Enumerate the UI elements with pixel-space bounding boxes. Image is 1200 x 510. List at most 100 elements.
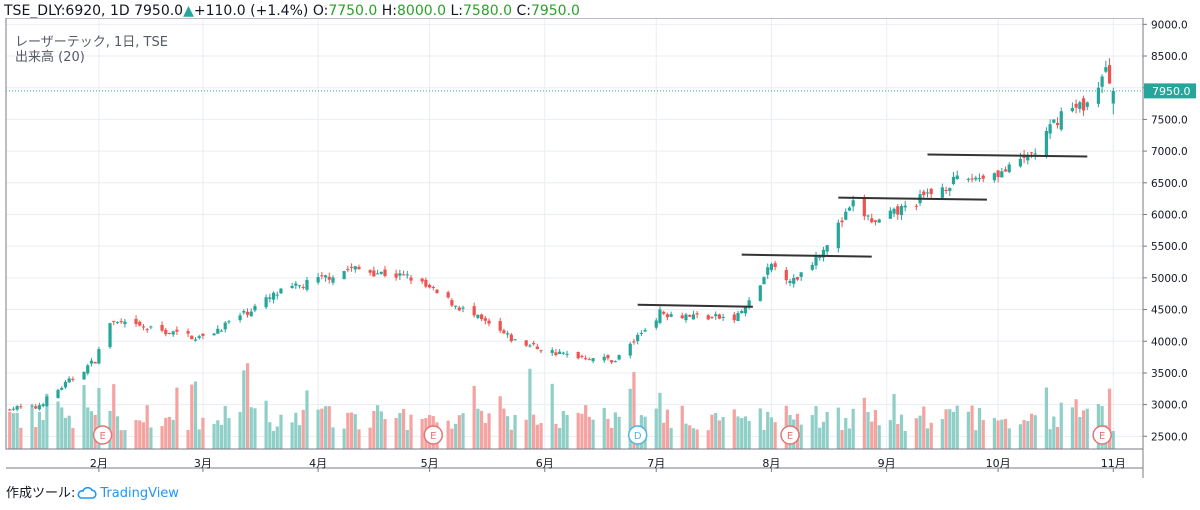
trend-line[interactable]	[838, 196, 987, 201]
current-price-badge	[1144, 83, 1196, 99]
volume-bar	[82, 385, 86, 449]
earnings-marker[interactable]	[92, 425, 113, 445]
candle-body	[896, 206, 900, 215]
dividend-marker[interactable]	[627, 425, 648, 445]
candle-body	[873, 220, 878, 222]
candle-body	[554, 352, 558, 356]
candle-body	[613, 361, 617, 363]
volume-bar	[565, 414, 569, 449]
close-value: 7950.0	[530, 3, 580, 19]
volume-bar	[331, 427, 335, 449]
candle-body	[212, 333, 216, 336]
trend-lines[interactable]	[637, 153, 1088, 308]
candle-body	[487, 320, 491, 324]
volume-bar	[268, 422, 272, 449]
symbol-name[interactable]: TSE_DLY:6920, 1D	[4, 3, 130, 19]
candle-body	[639, 332, 643, 334]
candle-body	[658, 309, 662, 323]
volume-bar	[714, 413, 718, 449]
candle-body	[119, 321, 123, 323]
volume-bar	[710, 414, 714, 449]
candle-body	[297, 285, 302, 287]
candle-body	[758, 285, 762, 302]
volume-bar	[628, 388, 632, 449]
footer: 作成ツール: TradingView	[6, 485, 179, 505]
trend-line[interactable]	[927, 153, 1088, 158]
volume-bar	[186, 430, 190, 449]
tradingview-link[interactable]: TradingView	[100, 486, 179, 501]
candle-body	[472, 306, 476, 316]
volume-bar	[41, 420, 45, 449]
candle-body	[63, 381, 68, 388]
candle-body	[1044, 131, 1048, 157]
volume-bar	[762, 429, 766, 449]
earnings-marker[interactable]	[1092, 425, 1112, 445]
volume-bar	[271, 430, 276, 449]
time-tick-label: 4月	[309, 457, 327, 470]
volume-bar	[1044, 387, 1048, 449]
candle-body	[714, 314, 718, 317]
volume-bar	[506, 416, 510, 449]
candle-body	[922, 191, 926, 196]
candle-body	[435, 289, 439, 294]
time-tick-label: 3月	[194, 457, 212, 470]
time-axis[interactable]: 2月 3月 4月 5月 6月 7月 8月 9月 10月 11月	[90, 457, 1126, 472]
candle-body	[506, 333, 510, 335]
price-axis[interactable]: 9000.08500.08000.07500.07000.06500.06000…	[1143, 19, 1188, 443]
candle-body	[814, 256, 818, 266]
volume-bar	[461, 413, 465, 449]
candle-body	[227, 321, 231, 323]
candle-body	[743, 306, 748, 314]
volume-bar	[892, 393, 896, 449]
candle-body	[197, 336, 201, 339]
trend-line[interactable]	[741, 253, 872, 258]
volume-bar	[966, 411, 970, 449]
candle-body	[851, 200, 855, 207]
price-tick-label: 5000.0	[1151, 273, 1188, 285]
volume-bar	[175, 387, 179, 449]
candle-body	[368, 270, 372, 273]
volume-bar	[383, 419, 387, 449]
volume-bar	[294, 412, 298, 449]
volume-bar	[197, 429, 201, 449]
candle-body	[580, 356, 584, 358]
price-tick-label: 6000.0	[1151, 209, 1188, 221]
volume-bar	[665, 409, 669, 449]
earnings-marker[interactable]	[423, 425, 444, 445]
current-price-value: 7950.0	[1152, 85, 1191, 98]
candle-body	[294, 283, 298, 286]
volume-bar	[487, 413, 491, 449]
candle-body	[190, 335, 194, 340]
volume-bar	[45, 393, 49, 449]
plot-area[interactable]	[6, 18, 1143, 449]
volume-bar	[888, 420, 892, 449]
price-tick-label: 4500.0	[1151, 305, 1188, 317]
candle-body	[420, 278, 424, 282]
volume-bar	[814, 406, 818, 449]
volume-bar	[873, 409, 878, 449]
candle-body	[632, 341, 636, 343]
volume-bar	[591, 419, 595, 449]
volume-bar	[112, 384, 116, 449]
earnings-marker[interactable]	[780, 425, 800, 445]
candle-body	[446, 292, 450, 298]
volume-bar	[877, 425, 881, 449]
volume-bar	[509, 429, 513, 449]
candle-body	[398, 273, 402, 276]
candle-body	[8, 409, 12, 411]
legend-title: レーザーテック, 1日, TSE	[15, 35, 168, 50]
candle-body	[818, 256, 822, 258]
volume-bar	[297, 425, 302, 449]
candle-body	[944, 189, 948, 191]
volume-bar	[769, 417, 774, 449]
candle-body	[115, 322, 120, 324]
candle-body	[584, 358, 588, 360]
candle-body	[193, 339, 198, 341]
candle-body	[587, 359, 591, 361]
volume-bar	[899, 414, 904, 449]
candle-body	[602, 356, 606, 361]
volume-bar	[654, 408, 658, 449]
trend-line[interactable]	[637, 303, 753, 308]
